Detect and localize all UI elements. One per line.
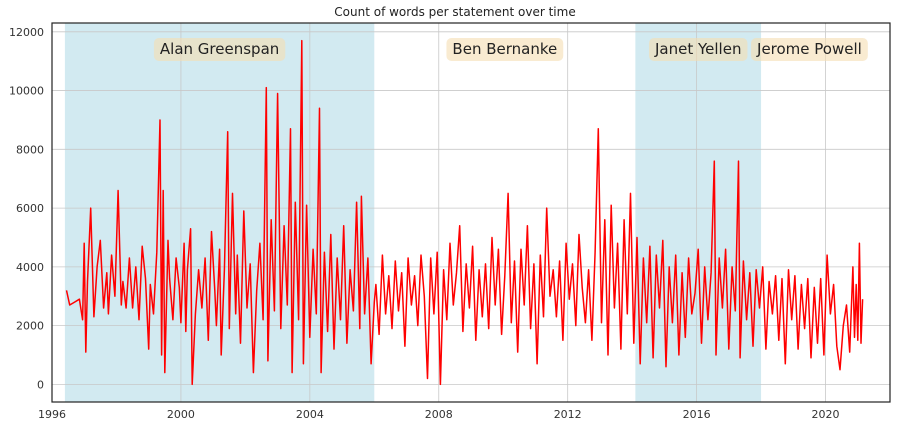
chair-labels: Alan Greenspan Ben Bernanke Janet Yellen Je… xyxy=(153,38,868,61)
chair-label-1: Ben Bernanke xyxy=(446,38,564,61)
chart-title: Count of words per statement over time xyxy=(334,5,576,19)
chair-label-box xyxy=(751,38,868,61)
chair-label-2: Janet Yellen xyxy=(648,38,748,61)
plot-frame xyxy=(51,22,891,403)
chair-label-box xyxy=(153,38,286,61)
chair-label-box xyxy=(446,38,564,61)
x-tick-label: 2016 xyxy=(683,408,711,421)
chair-shade-0 xyxy=(64,23,375,402)
x-tick-label: 2004 xyxy=(296,408,324,421)
x-tick-label: 2012 xyxy=(554,408,582,421)
y-tick-label: 4000 xyxy=(16,261,44,274)
chair-term-shading xyxy=(64,23,762,402)
y-tick-label: 0 xyxy=(37,378,44,391)
chair-label-text: Alan Greenspan xyxy=(160,40,279,58)
chair-label-0: Alan Greenspan xyxy=(153,38,286,61)
chair-label-text: Ben Bernanke xyxy=(452,40,557,58)
axis-ticks: 1996 2000 2004 2008 2012 2016 2020 0 2000 4000 600… xyxy=(9,26,840,421)
x-tick-label: 1996 xyxy=(38,408,66,421)
y-tick-label: 10000 xyxy=(9,85,44,98)
series-layer xyxy=(65,39,864,386)
chair-label-text: Janet Yellen xyxy=(654,40,741,58)
x-tick-label: 2020 xyxy=(812,408,840,421)
y-tick-label: 12000 xyxy=(9,26,44,39)
chair-label-text: Jerome Powell xyxy=(756,40,862,58)
x-tick-label: 2008 xyxy=(425,408,453,421)
y-tick-label: 2000 xyxy=(16,320,44,333)
x-tick-label: 2000 xyxy=(167,408,195,421)
chair-label-3: Jerome Powell xyxy=(751,38,868,61)
chair-label-box xyxy=(648,38,748,61)
series-line-0 xyxy=(65,39,864,386)
y-tick-label: 8000 xyxy=(16,143,44,156)
y-tick-label: 6000 xyxy=(16,202,44,215)
